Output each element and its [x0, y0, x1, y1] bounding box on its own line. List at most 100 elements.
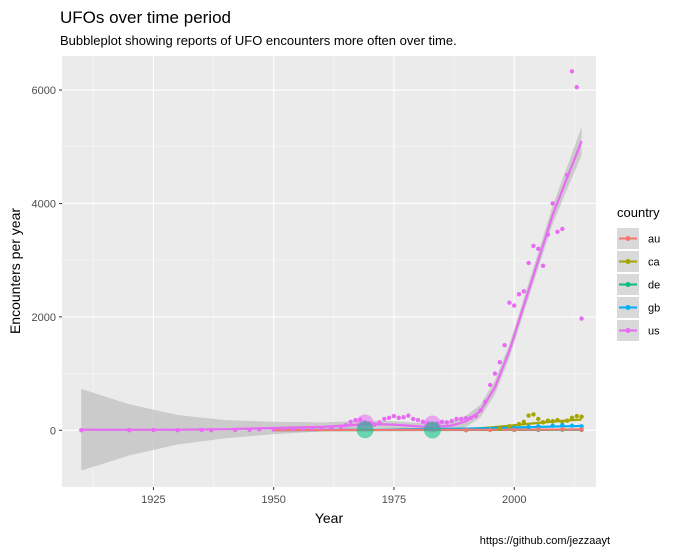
y-tick-label: 0 [50, 425, 56, 437]
data-point-us [492, 371, 498, 376]
bubble-de [423, 421, 441, 439]
data-point-us [290, 426, 296, 432]
data-point-us [257, 427, 262, 432]
data-point-us [348, 419, 353, 424]
x-tick-label: 1925 [141, 494, 165, 506]
data-point-gb [536, 424, 541, 429]
data-point-ca [564, 418, 570, 423]
data-point-us [386, 415, 392, 421]
x-tick-label: 1975 [382, 494, 406, 506]
data-point-us [574, 84, 579, 90]
data-point-us [516, 291, 522, 297]
x-tick-label: 1950 [261, 494, 285, 506]
data-point-us [564, 172, 570, 178]
data-point-gb [579, 424, 584, 429]
data-point-us [468, 415, 474, 421]
data-point-ca [526, 413, 531, 418]
data-point-us [391, 413, 397, 419]
data-point-ca [536, 416, 541, 422]
data-point-us [338, 424, 344, 430]
data-point-gb [526, 424, 531, 430]
data-point-us [396, 415, 401, 421]
data-point-us [247, 427, 252, 432]
data-point-us [536, 246, 541, 252]
legend: country au ca de gb us [617, 205, 661, 341]
data-point-ca [579, 414, 584, 419]
data-point-ca [531, 412, 536, 417]
data-point-au [487, 427, 493, 433]
grid-minor [62, 56, 596, 488]
data-point-us [497, 360, 502, 365]
data-point-us [502, 343, 507, 348]
data-point-us [483, 399, 488, 405]
x-tick-label: 2000 [502, 494, 526, 506]
data-point-us [372, 422, 377, 427]
data-point-us [175, 427, 180, 433]
data-point-gb [560, 422, 565, 428]
data-point-us [463, 416, 469, 421]
data-point-us [521, 289, 527, 294]
data-point-ca [516, 421, 522, 427]
legend-label-us: us [648, 326, 660, 338]
data-point-us [199, 427, 204, 433]
data-point-us [127, 428, 132, 433]
data-point-ca [569, 415, 575, 421]
data-point-us [151, 427, 156, 433]
legend-key-point-ca [625, 259, 631, 264]
data-point-gb [550, 423, 555, 428]
data-point-us [579, 316, 584, 321]
data-point-au [536, 427, 541, 432]
data-point-us [545, 232, 551, 237]
y-tick-label: 2000 [32, 312, 56, 324]
data-point-au [560, 427, 565, 432]
data-point-us [449, 419, 454, 424]
data-point-us [319, 425, 324, 431]
data-point-ca [540, 420, 546, 425]
data-point-us [473, 413, 478, 419]
data-point-us [512, 303, 517, 308]
chart-title: UFOs over time period [60, 8, 231, 27]
data-point-us [281, 426, 286, 431]
data-point-us [454, 416, 459, 422]
data-point-us [309, 426, 315, 431]
x-axis: 1925 1950 1975 2000 [141, 487, 526, 506]
confidence-bands [81, 126, 582, 471]
data-point-us [540, 263, 546, 269]
confidence-band-us [81, 126, 582, 471]
data-point-ca [521, 419, 527, 424]
bubble-de [356, 421, 374, 439]
legend-title: country [617, 205, 660, 220]
y-tick-label: 6000 [32, 85, 56, 97]
data-point-us [478, 408, 483, 413]
data-point-au [463, 427, 469, 433]
data-point-us [420, 419, 426, 424]
data-point-us [353, 417, 358, 423]
data-point-us [382, 416, 387, 422]
data-point-gb [569, 423, 575, 428]
legend-key-point-de [625, 282, 631, 287]
data-point-ca [497, 426, 502, 431]
data-point-ca [560, 419, 565, 424]
data-point-us [232, 427, 238, 433]
data-point-us [487, 382, 493, 388]
legend-label-de: de [648, 280, 660, 292]
data-points [79, 69, 584, 433]
legend-key-point-us [625, 328, 631, 333]
data-point-us [377, 420, 382, 425]
legend-label-au: au [648, 234, 660, 246]
data-point-ca [550, 419, 555, 424]
data-point-us [300, 426, 305, 432]
bubbles [356, 414, 441, 439]
data-point-us [459, 416, 464, 422]
data-point-ca [574, 413, 579, 419]
data-point-us [271, 427, 276, 432]
data-point-us [444, 420, 450, 425]
legend-label-ca: ca [648, 257, 661, 269]
legend-label-gb: gb [648, 303, 660, 315]
data-point-us [406, 413, 411, 418]
data-point-ca [507, 424, 512, 429]
data-point-au [512, 427, 517, 432]
data-point-us [555, 229, 560, 235]
data-point-us [526, 260, 531, 266]
data-point-au [579, 427, 584, 432]
